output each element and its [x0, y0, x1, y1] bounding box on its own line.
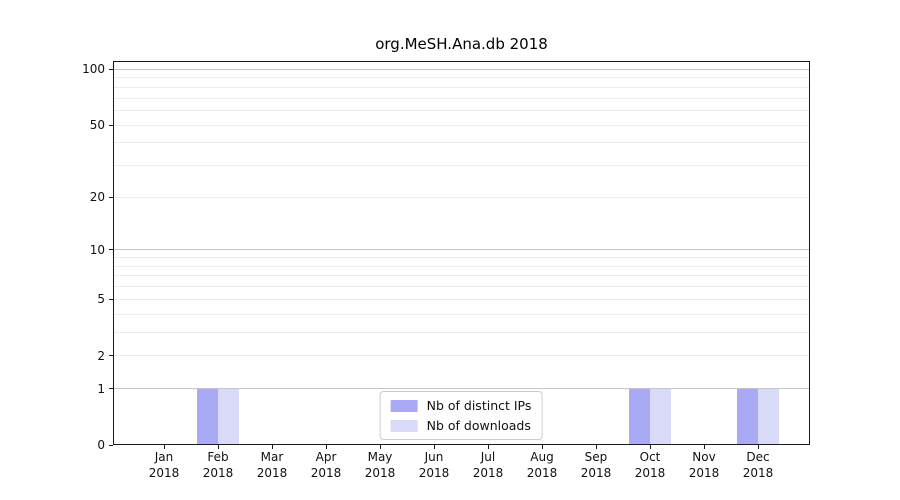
y-tick	[109, 68, 113, 70]
gridline-major	[113, 68, 810, 70]
gridline-major	[113, 388, 810, 390]
bar-distinct-ips	[197, 388, 218, 445]
x-tick	[326, 445, 327, 449]
y-tick-label: 20	[89, 190, 105, 205]
x-tick-label: Jan 2018	[148, 450, 180, 480]
legend-item-downloads: Nb of downloads	[390, 417, 532, 434]
x-tick-label: Sep 2018	[580, 450, 612, 480]
legend-swatch-downloads	[390, 419, 418, 432]
x-tick-label: Jun 2018	[418, 450, 450, 480]
bar-downloads	[758, 388, 779, 445]
y-tick-label: 5	[97, 292, 105, 307]
y-tick-label: 50	[89, 118, 105, 133]
bar-distinct-ips	[629, 388, 650, 445]
bar-distinct-ips	[737, 388, 758, 445]
gridline-minor	[113, 257, 810, 259]
x-tick-label: Feb 2018	[202, 450, 234, 480]
gridline-minor	[113, 86, 810, 88]
chart-title: org.MeSH.Ana.db 2018	[375, 35, 548, 53]
gridline-minor	[113, 313, 810, 315]
bar-downloads	[218, 388, 239, 445]
x-tick-label: Dec 2018	[742, 450, 774, 480]
gridline-major	[113, 249, 810, 251]
x-tick	[380, 445, 381, 449]
x-tick-label: Aug 2018	[526, 450, 558, 480]
legend-label-downloads: Nb of downloads	[426, 418, 531, 433]
x-tick	[704, 445, 705, 449]
gridline-minor	[113, 97, 810, 99]
x-tick	[758, 445, 759, 449]
y-tick	[109, 444, 113, 446]
x-tick-label: Nov 2018	[688, 450, 720, 480]
legend-swatch-distinct-ips	[390, 399, 418, 412]
y-tick-label: 2	[97, 348, 105, 363]
y-tick	[109, 249, 113, 251]
y-tick-label: 10	[89, 242, 105, 257]
gridline-minor	[113, 196, 810, 198]
x-tick	[488, 445, 489, 449]
y-tick	[109, 196, 113, 198]
gridline-minor	[113, 77, 810, 79]
y-tick-label: 1	[97, 381, 105, 396]
x-tick	[542, 445, 543, 449]
x-tick	[596, 445, 597, 449]
gridline-minor	[113, 165, 810, 167]
x-tick-label: Oct 2018	[634, 450, 666, 480]
x-tick-label: Apr 2018	[310, 450, 342, 480]
bar-downloads	[650, 388, 671, 445]
x-tick-label: May 2018	[364, 450, 396, 480]
gridline-minor	[113, 265, 810, 267]
x-tick	[218, 445, 219, 449]
x-tick	[272, 445, 273, 449]
x-tick	[164, 445, 165, 449]
y-tick-label: 100	[82, 62, 105, 77]
gridline-minor	[113, 142, 810, 144]
y-tick	[109, 388, 113, 390]
gridline-minor	[113, 124, 810, 126]
x-tick-label: Mar 2018	[256, 450, 288, 480]
x-tick	[434, 445, 435, 449]
x-tick	[650, 445, 651, 449]
y-tick-label: 0	[97, 438, 105, 452]
gridline-minor	[113, 286, 810, 288]
y-tick	[109, 124, 113, 126]
gridline-minor	[113, 331, 810, 333]
gridline-minor	[113, 298, 810, 300]
y-tick	[109, 355, 113, 357]
legend-item-distinct-ips: Nb of distinct IPs	[390, 397, 532, 414]
gridline-minor	[113, 275, 810, 277]
y-tick	[109, 298, 113, 300]
gridline-minor	[113, 355, 810, 357]
x-tick-label: Jul 2018	[472, 450, 504, 480]
legend: Nb of distinct IPs Nb of downloads	[379, 391, 543, 440]
gridline-minor	[113, 109, 810, 111]
legend-label-distinct-ips: Nb of distinct IPs	[426, 398, 532, 413]
